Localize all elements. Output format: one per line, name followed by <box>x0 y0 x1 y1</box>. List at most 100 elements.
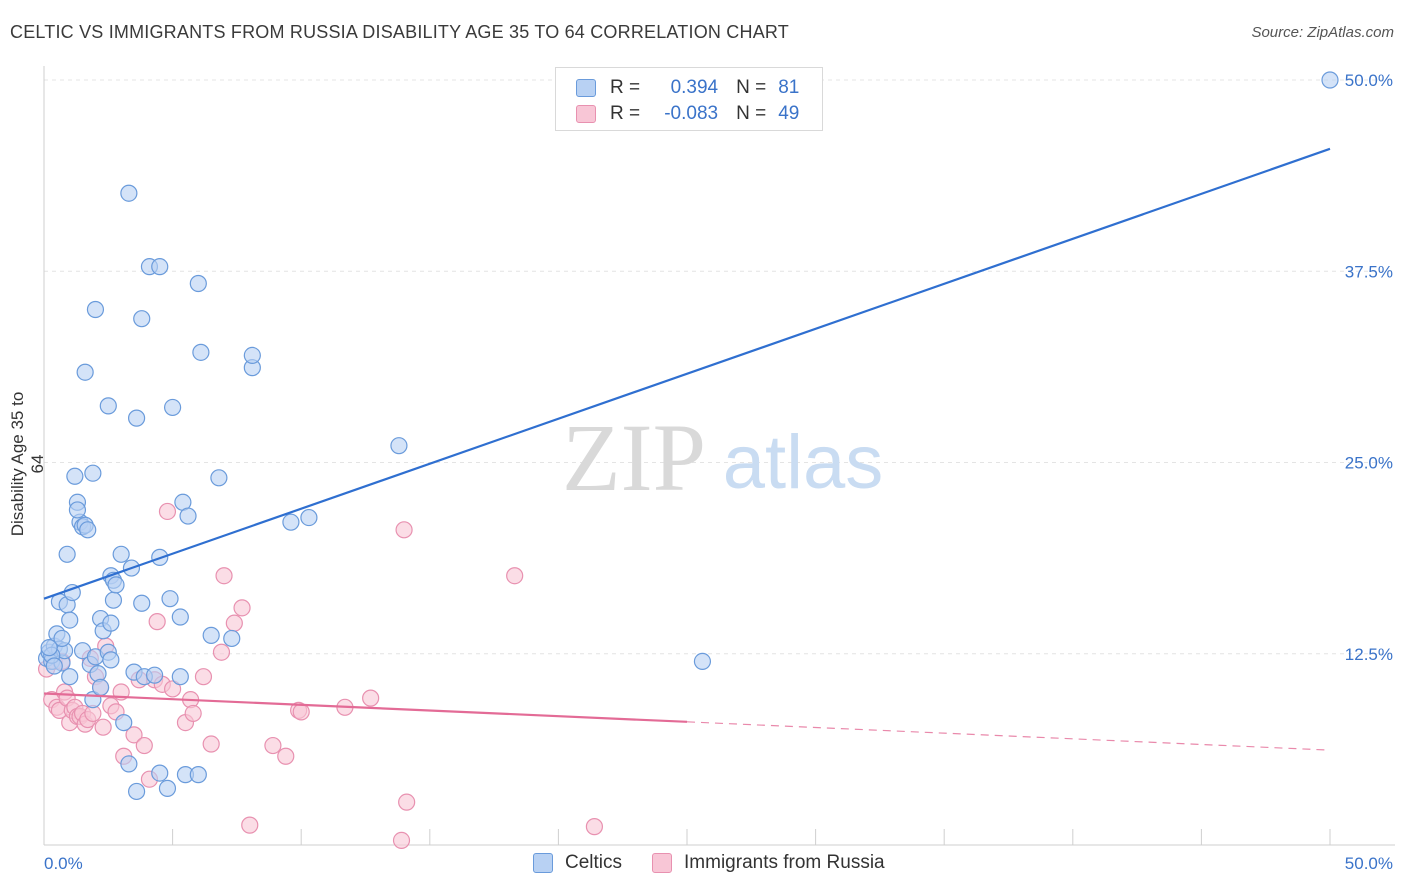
celtics-point <box>104 591 123 609</box>
russia-point <box>292 703 310 721</box>
watermark: ZIP atlas <box>562 404 883 511</box>
russia-point <box>225 614 243 632</box>
russia-point <box>264 736 282 755</box>
r-label: R = <box>610 103 641 124</box>
russia-swatch <box>576 105 596 123</box>
celtics-point <box>390 437 408 455</box>
celtics-point <box>151 764 169 782</box>
celtics-point <box>300 508 318 527</box>
stats-box: R = 0.394 N = 81 R = -0.083 N = 49 <box>555 67 823 131</box>
russia-swatch <box>652 853 673 873</box>
celtics-swatch <box>576 79 596 97</box>
russia-point <box>148 613 166 631</box>
celtics-point <box>223 629 241 648</box>
russia-point <box>506 567 524 585</box>
celtics-point <box>133 310 151 328</box>
celtics-point <box>107 576 125 594</box>
russia-point <box>277 747 295 765</box>
celtics-point <box>115 713 133 732</box>
russia-point <box>125 726 143 744</box>
russia-point <box>194 668 213 686</box>
russia-point <box>135 736 153 755</box>
r-label: R = <box>610 77 641 98</box>
legend: Celtics Immigrants from Russia <box>533 852 915 874</box>
russia-point <box>202 735 220 753</box>
celtics-point <box>120 184 138 202</box>
russia-point <box>212 643 231 661</box>
celtics-point <box>112 545 130 563</box>
celtics-point <box>66 467 84 485</box>
n-value: 49 <box>778 103 800 124</box>
celtics-point <box>189 274 207 293</box>
legend-label: Celtics <box>565 852 623 873</box>
y-axis-label: Disability Age 35 to 64 <box>8 391 47 537</box>
celtics-point <box>120 755 138 773</box>
trend-line <box>43 147 1331 600</box>
russia-point <box>241 816 259 834</box>
r-value: -0.083 <box>664 103 719 124</box>
chart-title: CELTIC VS IMMIGRANTS FROM RUSSIA DISABIL… <box>10 22 789 42</box>
russia-point <box>164 680 182 698</box>
celtics-point <box>102 651 120 669</box>
russia-point <box>398 793 416 811</box>
celtics-point <box>79 521 97 539</box>
celtics-point <box>164 398 182 417</box>
x-tick-label: 50.0% <box>1345 854 1393 873</box>
celtics-point <box>84 464 102 482</box>
celtics-point <box>189 766 207 784</box>
russia-point <box>362 689 380 707</box>
russia-point <box>184 704 202 723</box>
watermark-zip: ZIP <box>562 404 706 511</box>
y-tick-label: 12.5% <box>1345 645 1393 664</box>
legend-item-celtics[interactable]: Celtics <box>533 852 622 874</box>
celtics-point <box>86 300 105 319</box>
trend-line-extrapolated <box>686 721 1331 751</box>
celtics-point <box>61 611 79 629</box>
celtics-point <box>127 782 146 801</box>
celtics-point <box>40 639 58 657</box>
legend-label: Immigrants from Russia <box>684 852 885 873</box>
celtics-point <box>243 346 261 364</box>
stats-row-russia: R = -0.083 N = 49 <box>576 101 799 127</box>
source-label: Source: ZipAtlas.com <box>1251 24 1394 41</box>
celtics-point <box>61 668 79 686</box>
watermark-atlas: atlas <box>723 420 884 505</box>
r-value: 0.394 <box>670 77 719 98</box>
celtics-point <box>76 363 94 381</box>
russia-point <box>158 502 177 521</box>
celtics-point <box>151 258 169 276</box>
russia-point <box>233 599 251 617</box>
celtics-point <box>102 614 120 632</box>
celtics-point <box>202 626 220 644</box>
y-tick-label: 37.5% <box>1345 262 1393 281</box>
n-label: N = <box>736 103 767 124</box>
y-tick-label: 25.0% <box>1345 454 1393 473</box>
celtics-point <box>133 594 151 612</box>
celtics-point <box>179 507 197 525</box>
celtics-point <box>161 590 179 608</box>
legend-item-russia[interactable]: Immigrants from Russia <box>652 852 885 874</box>
celtics-point <box>45 657 63 675</box>
axis-layer <box>43 66 1395 846</box>
celtics-point <box>91 678 110 697</box>
celtics-point <box>127 409 146 427</box>
n-value: 81 <box>778 77 800 98</box>
stats-row-celtics: R = 0.394 N = 81 <box>576 75 799 101</box>
celtics-point <box>158 779 177 797</box>
russia-point <box>392 831 411 850</box>
celtics-point <box>145 666 164 684</box>
celtics-point <box>693 652 712 671</box>
russia-point <box>94 718 112 736</box>
russia-point <box>395 521 413 539</box>
celtics-point <box>210 469 228 487</box>
trend-line <box>43 692 688 723</box>
celtics-swatch <box>533 853 553 873</box>
russia-point <box>215 567 233 585</box>
n-label: N = <box>736 77 767 98</box>
celtics-point <box>171 668 189 686</box>
russia-point <box>585 818 604 836</box>
celtics-point <box>53 629 71 648</box>
x-tick-label: 0.0% <box>44 854 83 873</box>
celtics-point <box>282 513 300 531</box>
